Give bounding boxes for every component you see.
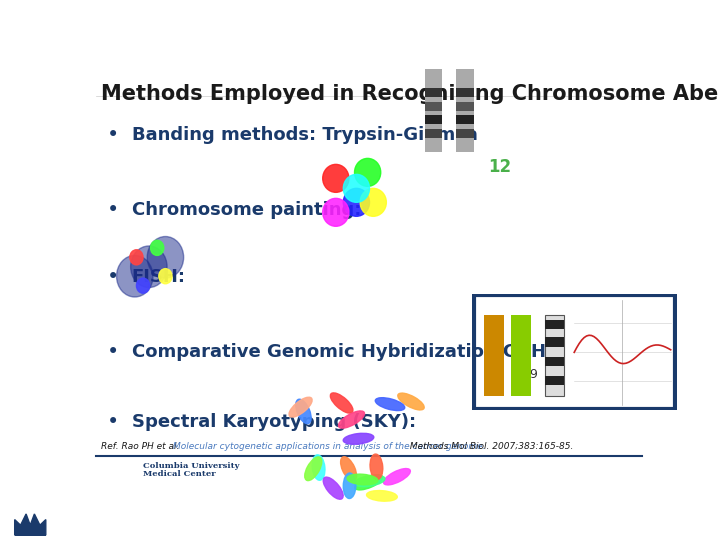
Ellipse shape <box>330 393 353 413</box>
Circle shape <box>137 278 150 293</box>
Ellipse shape <box>355 475 385 487</box>
Bar <box>510 315 531 396</box>
Bar <box>456 129 474 138</box>
Ellipse shape <box>375 397 405 410</box>
Circle shape <box>360 188 387 217</box>
Ellipse shape <box>323 477 343 500</box>
Bar <box>484 315 505 396</box>
Bar <box>456 102 474 111</box>
Bar <box>425 70 442 152</box>
Circle shape <box>343 188 369 217</box>
Bar <box>425 116 442 125</box>
Ellipse shape <box>289 397 312 417</box>
Bar <box>425 102 442 111</box>
Text: Banding methods: Trypsin-Giemsa: Banding methods: Trypsin-Giemsa <box>132 126 478 145</box>
Ellipse shape <box>397 393 424 410</box>
Circle shape <box>323 164 349 192</box>
Polygon shape <box>14 514 46 535</box>
Ellipse shape <box>347 474 378 485</box>
Ellipse shape <box>370 454 383 480</box>
Bar <box>546 315 564 396</box>
Text: Chromosome painting:: Chromosome painting: <box>132 201 361 219</box>
Ellipse shape <box>305 457 322 481</box>
Bar <box>425 87 442 97</box>
Text: •: • <box>107 267 119 287</box>
Circle shape <box>150 240 163 255</box>
Ellipse shape <box>338 411 364 428</box>
Circle shape <box>147 237 184 278</box>
Text: FISH:: FISH: <box>132 268 186 286</box>
Circle shape <box>323 198 349 226</box>
Text: •: • <box>107 413 119 433</box>
Text: Ref. Rao PH et al.: Ref. Rao PH et al. <box>101 442 182 451</box>
Text: •: • <box>107 200 119 220</box>
Bar <box>456 116 474 125</box>
Bar <box>456 70 474 152</box>
Text: 9: 9 <box>530 368 538 381</box>
Bar <box>546 357 564 366</box>
Bar <box>546 320 564 329</box>
Ellipse shape <box>296 399 311 424</box>
Bar <box>546 338 564 347</box>
Ellipse shape <box>312 455 325 480</box>
Text: Spectral Karyotyping (SKY):: Spectral Karyotyping (SKY): <box>132 414 416 431</box>
Text: 12: 12 <box>489 158 512 176</box>
Circle shape <box>159 269 172 284</box>
Circle shape <box>343 174 369 202</box>
Circle shape <box>130 246 167 287</box>
Text: Comparative Genomic Hybridization CGH):: Comparative Genomic Hybridization CGH): <box>132 343 561 361</box>
Circle shape <box>354 158 381 186</box>
Text: Medical Center: Medical Center <box>143 470 215 478</box>
Text: Methods Employed in Recognizing Chromosome Aberrations: Methods Employed in Recognizing Chromoso… <box>101 84 720 104</box>
Bar <box>546 376 564 385</box>
Circle shape <box>117 255 153 297</box>
Text: •: • <box>107 342 119 362</box>
Bar <box>425 129 442 138</box>
Bar <box>456 87 474 97</box>
Text: Molecular cytogenetic applications in analysis of the cancer genome.: Molecular cytogenetic applications in an… <box>173 442 485 451</box>
Text: Columbia University: Columbia University <box>143 462 240 470</box>
Ellipse shape <box>366 490 397 501</box>
Circle shape <box>130 249 143 265</box>
Bar <box>14 534 46 536</box>
Ellipse shape <box>384 469 410 485</box>
Ellipse shape <box>341 457 356 481</box>
Ellipse shape <box>355 475 382 490</box>
Text: Methods Mol Biol. 2007;383:165-85.: Methods Mol Biol. 2007;383:165-85. <box>407 442 573 451</box>
Text: •: • <box>107 125 119 145</box>
Ellipse shape <box>343 433 374 444</box>
Ellipse shape <box>343 473 356 498</box>
